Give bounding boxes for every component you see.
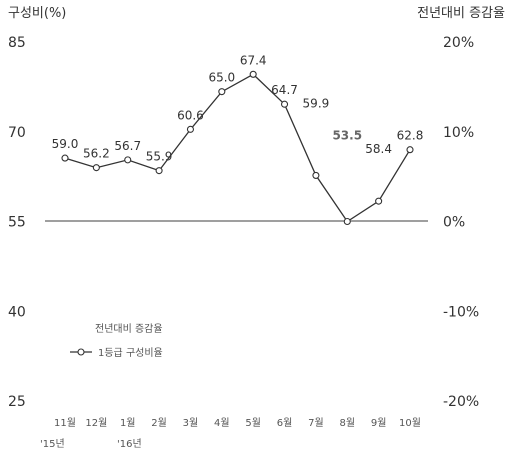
x-tick-label: 6월 [277, 417, 293, 429]
x-tick-label: 5월 [245, 417, 261, 429]
x-tick-label: 10월 [399, 417, 421, 429]
left-tick-label: 85 [8, 35, 26, 51]
x-tick-label: 2월 [151, 417, 167, 429]
right-axis-title: 전년대비 증감율 [417, 6, 505, 21]
x-axis-ticks: 11월 12월 1월 2월 3월 4월 5월 6월 7월 8월 9월 10월 [54, 417, 421, 429]
data-label: 56.2 [83, 147, 110, 161]
x-tick-label: 7월 [308, 417, 324, 429]
data-point-6월 [280, 100, 289, 108]
left-tick-label: 25 [8, 394, 26, 410]
data-point-2월 [155, 167, 163, 175]
data-label: 67.4 [240, 53, 267, 67]
left-tick-label: 55 [8, 215, 26, 231]
left-axis-ticks: 85 70 55 40 25 [8, 35, 26, 410]
data-point-11월 [61, 154, 69, 162]
legend: 전년대비 증감율 1등급 구성비율 [70, 323, 163, 359]
legend-point-marker [77, 348, 85, 356]
data-label: 60.6 [177, 108, 204, 122]
data-label: 55.9 [146, 150, 173, 164]
x-tick-label: 8월 [339, 417, 355, 429]
data-points [61, 70, 414, 226]
data-label: 65.0 [208, 71, 235, 85]
data-label: 53.5 [332, 129, 362, 143]
legend-entry: 1등급 구성비율 [98, 347, 163, 359]
right-tick-label: -20% [443, 394, 479, 410]
data-point-5월 [249, 70, 257, 78]
left-axis-title: 구성비(%) [8, 6, 66, 21]
x-tick-label: 4월 [214, 417, 230, 429]
left-tick-label: 70 [8, 125, 26, 141]
data-label: 62.8 [397, 129, 424, 143]
x-tick-label: 3월 [183, 417, 199, 429]
data-point-10월 [406, 146, 414, 154]
data-point-9월 [375, 197, 383, 205]
data-label: 64.7 [271, 83, 298, 97]
x-tick-label: 9월 [371, 417, 387, 429]
legend-title: 전년대비 증감율 [95, 323, 163, 335]
right-tick-label: 20% [443, 35, 474, 51]
data-label: 58.4 [365, 142, 392, 156]
x-tick-label: 11월 [54, 417, 76, 429]
year-label-2016: '16년 [117, 438, 142, 450]
data-point-8월 [343, 217, 351, 226]
data-labels: 59.0 56.2 56.7 55.9 60.6 65.0 67.4 64.7 59.9 53.5… [52, 53, 424, 163]
right-tick-label: 10% [443, 125, 474, 141]
data-point-3월 [186, 125, 195, 133]
data-point-1월 [124, 156, 132, 164]
data-point-7월 [312, 171, 320, 179]
left-tick-label: 40 [8, 304, 26, 320]
data-label: 59.9 [303, 96, 330, 110]
right-tick-label: -10% [443, 304, 479, 320]
right-axis-ticks: 20% 10% 0% -10% -20% [443, 35, 479, 410]
data-point-4월 [218, 88, 226, 96]
right-tick-label: 0% [443, 215, 465, 231]
year-label-2015: '15년 [40, 438, 65, 450]
data-label: 56.7 [114, 139, 141, 153]
series-line [64, 73, 411, 223]
data-label: 59.0 [52, 137, 79, 151]
x-tick-label: 1월 [120, 417, 136, 429]
x-tick-label: 12월 [85, 417, 107, 429]
data-point-12월 [92, 164, 100, 172]
